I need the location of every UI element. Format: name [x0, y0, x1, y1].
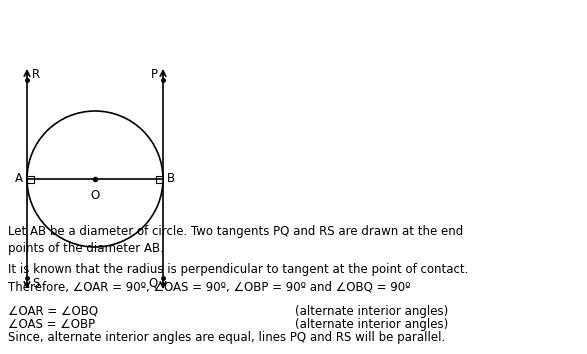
Text: R: R — [32, 68, 40, 81]
Text: Let AB be a diameter of circle. Two tangents PQ and RS are drawn at the end
poin: Let AB be a diameter of circle. Two tang… — [8, 225, 463, 255]
Text: B: B — [167, 172, 175, 185]
Text: S: S — [32, 277, 39, 290]
Text: O: O — [90, 189, 100, 202]
Text: (alternate interior angles): (alternate interior angles) — [295, 318, 448, 331]
Bar — [27, 176, 34, 183]
Text: ∠OAR = ∠OBQ: ∠OAR = ∠OBQ — [8, 305, 98, 318]
Bar — [156, 176, 163, 183]
Text: Q: Q — [149, 277, 158, 290]
Text: Since, alternate interior angles are equal, lines PQ and RS will be parallel.: Since, alternate interior angles are equ… — [8, 331, 446, 344]
Text: ∠OAS = ∠OBP: ∠OAS = ∠OBP — [8, 318, 95, 331]
Text: A: A — [15, 172, 23, 185]
Text: P: P — [151, 68, 158, 81]
Text: It is known that the radius is perpendicular to tangent at the point of contact.: It is known that the radius is perpendic… — [8, 263, 468, 293]
Text: (alternate interior angles): (alternate interior angles) — [295, 305, 448, 318]
